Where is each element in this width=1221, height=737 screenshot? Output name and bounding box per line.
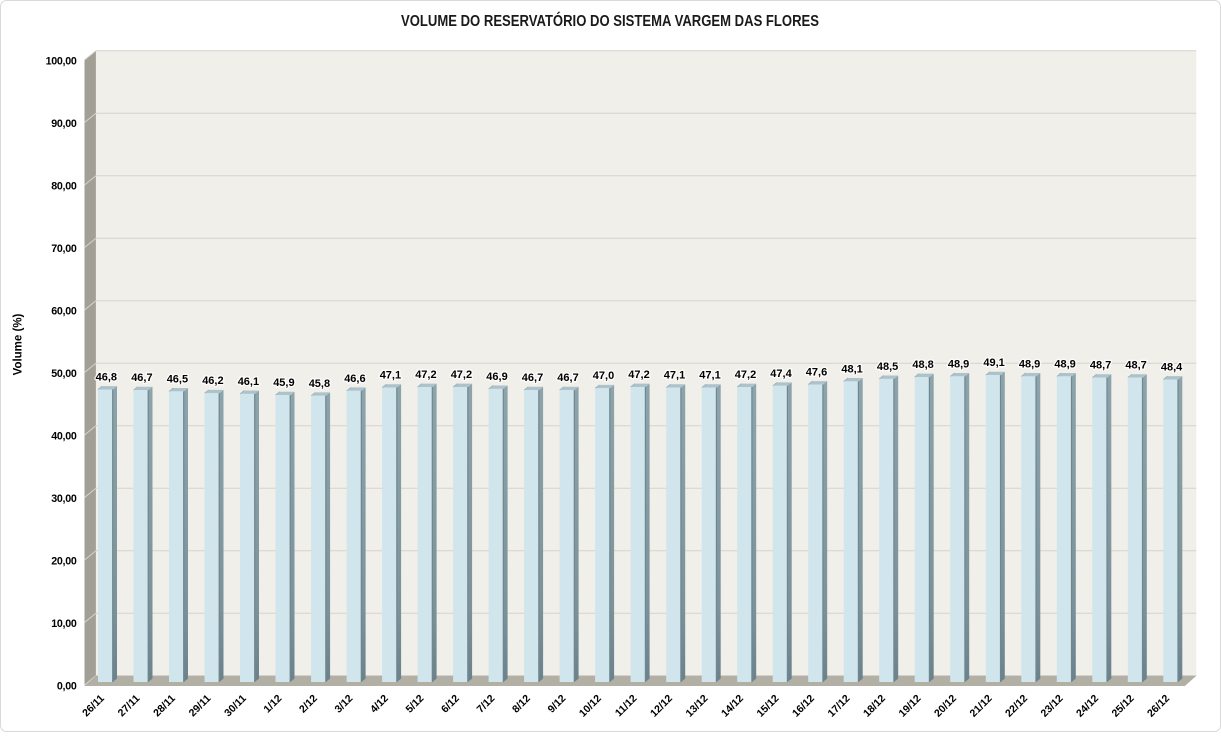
svg-text:48,5: 48,5 — [877, 361, 898, 373]
svg-text:46,2: 46,2 — [202, 375, 223, 387]
svg-text:46,8: 46,8 — [96, 372, 117, 384]
svg-text:47,6: 47,6 — [806, 367, 827, 379]
svg-text:49,1: 49,1 — [983, 357, 1004, 369]
svg-text:47,1: 47,1 — [699, 370, 720, 382]
svg-text:48,5: 48,5 — [877, 361, 898, 373]
svg-text:50,00: 50,00 — [51, 368, 77, 380]
svg-text:47,1: 47,1 — [664, 370, 685, 382]
svg-text:20,00: 20,00 — [51, 556, 77, 568]
svg-text:47,2: 47,2 — [451, 369, 472, 381]
svg-text:47,4: 47,4 — [770, 368, 792, 380]
svg-text:48,9: 48,9 — [1019, 358, 1040, 370]
svg-text:48,7: 48,7 — [1090, 360, 1111, 372]
svg-text:48,1: 48,1 — [841, 363, 862, 375]
svg-text:48,9: 48,9 — [1054, 358, 1075, 370]
svg-text:45,8: 45,8 — [309, 378, 330, 390]
svg-text:48,8: 48,8 — [912, 359, 933, 371]
svg-text:46,6: 46,6 — [344, 373, 365, 385]
svg-text:47,1: 47,1 — [380, 370, 401, 382]
svg-text:48,1: 48,1 — [841, 363, 862, 375]
svg-text:46,6: 46,6 — [344, 373, 365, 385]
svg-text:47,2: 47,2 — [628, 369, 649, 381]
svg-text:47,1: 47,1 — [699, 370, 720, 382]
svg-text:48,7: 48,7 — [1090, 360, 1111, 372]
svg-text:46,1: 46,1 — [238, 376, 259, 388]
svg-text:100,00: 100,00 — [46, 56, 77, 68]
svg-text:60,00: 60,00 — [51, 306, 77, 318]
svg-text:48,7: 48,7 — [1125, 360, 1146, 372]
svg-text:47,2: 47,2 — [735, 369, 756, 381]
svg-text:46,7: 46,7 — [131, 372, 152, 384]
svg-text:45,9: 45,9 — [273, 377, 294, 389]
svg-text:Volume (%): Volume (%) — [13, 313, 25, 375]
svg-text:VOLUME DO RESERVATÓRIO DO SIST: VOLUME DO RESERVATÓRIO DO SISTEMA VARGEM… — [401, 12, 819, 30]
svg-text:47,1: 47,1 — [380, 370, 401, 382]
svg-text:48,4: 48,4 — [1161, 362, 1183, 374]
svg-text:46,7: 46,7 — [522, 372, 543, 384]
svg-text:0,00: 0,00 — [57, 681, 77, 693]
svg-text:45,8: 45,8 — [309, 378, 330, 390]
svg-text:48,8: 48,8 — [912, 359, 933, 371]
svg-text:90,00: 90,00 — [51, 118, 77, 130]
svg-text:46,8: 46,8 — [96, 372, 117, 384]
svg-text:49,1: 49,1 — [983, 357, 1004, 369]
svg-text:47,6: 47,6 — [806, 367, 827, 379]
svg-text:48,7: 48,7 — [1125, 360, 1146, 372]
svg-text:48,9: 48,9 — [948, 358, 969, 370]
svg-text:46,7: 46,7 — [557, 372, 578, 384]
svg-text:46,9: 46,9 — [486, 371, 507, 383]
svg-text:47,2: 47,2 — [415, 369, 436, 381]
svg-text:70,00: 70,00 — [51, 243, 77, 255]
svg-text:46,5: 46,5 — [167, 373, 188, 385]
svg-text:48,9: 48,9 — [1019, 358, 1040, 370]
svg-text:45,9: 45,9 — [273, 377, 294, 389]
svg-text:30,00: 30,00 — [51, 493, 77, 505]
svg-text:40,00: 40,00 — [51, 431, 77, 443]
svg-text:46,9: 46,9 — [486, 371, 507, 383]
svg-text:46,7: 46,7 — [131, 372, 152, 384]
svg-text:47,0: 47,0 — [593, 370, 614, 382]
svg-text:47,0: 47,0 — [593, 370, 614, 382]
svg-text:46,7: 46,7 — [557, 372, 578, 384]
svg-text:47,2: 47,2 — [415, 369, 436, 381]
svg-text:48,9: 48,9 — [948, 358, 969, 370]
svg-text:47,2: 47,2 — [451, 369, 472, 381]
svg-text:47,2: 47,2 — [735, 369, 756, 381]
svg-text:48,4: 48,4 — [1161, 362, 1183, 374]
svg-text:10,00: 10,00 — [51, 618, 77, 630]
svg-text:47,4: 47,4 — [770, 368, 792, 380]
svg-text:47,2: 47,2 — [628, 369, 649, 381]
svg-text:46,1: 46,1 — [238, 376, 259, 388]
svg-text:48,9: 48,9 — [1054, 358, 1075, 370]
svg-text:46,2: 46,2 — [202, 375, 223, 387]
svg-text:47,1: 47,1 — [664, 370, 685, 382]
svg-text:80,00: 80,00 — [51, 181, 77, 193]
svg-text:46,5: 46,5 — [167, 373, 188, 385]
svg-text:46,7: 46,7 — [522, 372, 543, 384]
